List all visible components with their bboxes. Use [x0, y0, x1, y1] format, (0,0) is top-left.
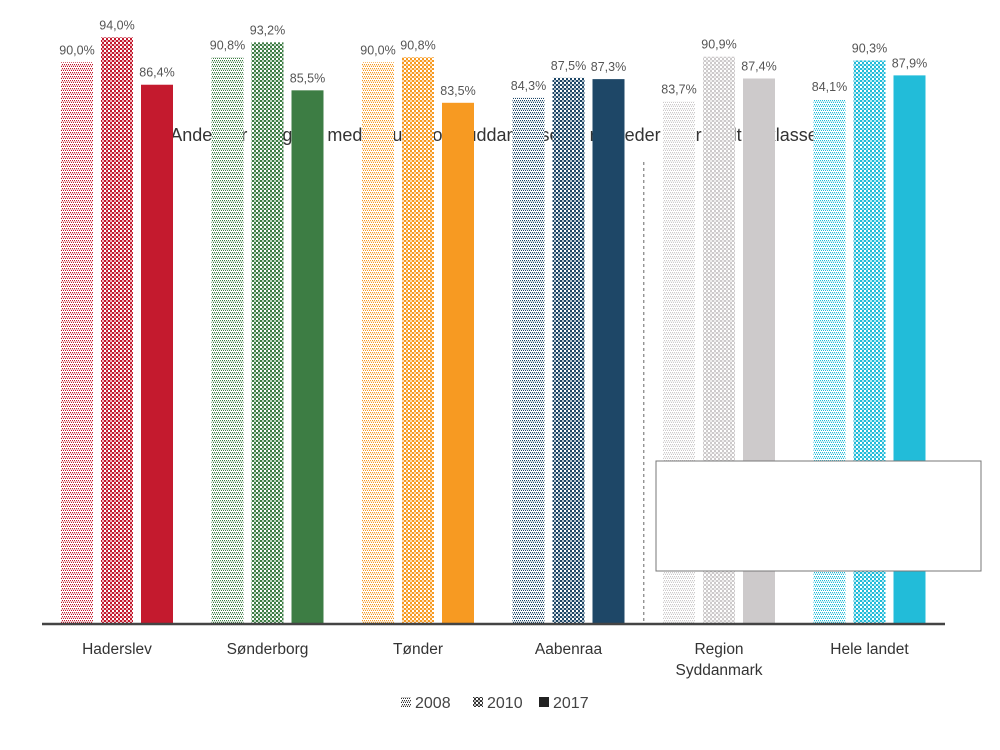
value-label-2008-0: 90,0%	[59, 43, 94, 57]
category-label-3: Aabenraa	[535, 641, 603, 658]
overlay-box	[655, 460, 982, 572]
category-label-1: Sønderborg	[227, 641, 309, 658]
value-label-2008-5: 84,1%	[812, 80, 847, 94]
value-label-2017-5: 87,9%	[892, 56, 927, 70]
bar-2008-3	[512, 97, 545, 624]
value-label-2010-1: 93,2%	[250, 23, 285, 37]
value-label-2010-4: 90,9%	[701, 38, 736, 52]
legend: 2008 2010 2017	[401, 695, 589, 712]
value-labels-group: 90,0% 94,0% 86,4% 90,8% 93,2% 85,5% 90,0% 90,8%…	[59, 18, 927, 97]
value-label-2008-4: 83,7%	[661, 83, 696, 97]
legend-label-2008: 2008	[415, 695, 451, 712]
value-label-2008-3: 84,3%	[511, 79, 546, 93]
category-label-4: Region	[694, 641, 743, 658]
bar-2017-0	[141, 84, 173, 623]
legend-swatch-2010	[473, 697, 483, 707]
legend-swatch-2017	[539, 697, 549, 707]
category-labels-group: Haderslev Sønderborg Tønder Aabenraa Region S…	[82, 641, 909, 679]
category-label-2: Tønder	[393, 641, 443, 658]
legend-swatch-2008	[401, 697, 411, 707]
bar-2010-1	[251, 42, 284, 623]
value-label-2017-1: 85,5%	[290, 71, 325, 85]
value-label-2010-5: 90,3%	[852, 41, 887, 55]
value-label-2017-4: 87,4%	[741, 59, 776, 73]
value-label-2008-2: 90,0%	[360, 43, 395, 57]
bar-2008-2	[362, 62, 394, 624]
bars-group	[61, 37, 926, 624]
bar-2008-1	[211, 57, 244, 624]
bar-2010-2	[402, 57, 434, 624]
bar-2017-2	[442, 102, 474, 624]
value-label-2010-3: 87,5%	[551, 59, 586, 73]
bar-2017-1	[291, 90, 324, 623]
category-label-5: Hele landet	[830, 641, 909, 658]
value-label-2017-3: 87,3%	[591, 60, 626, 74]
category-label-4-line1: Syddanmark	[675, 662, 762, 679]
value-label-2010-2: 90,8%	[400, 38, 435, 52]
bar-2010-3	[552, 77, 585, 623]
legend-label-2010: 2010	[487, 695, 523, 712]
value-label-2017-2: 83,5%	[440, 84, 475, 98]
bar-2010-0	[101, 37, 133, 623]
chart-title: Andel der er i gang med en ungdomsuddann…	[170, 125, 817, 145]
bar-2017-3	[592, 79, 625, 624]
value-label-2010-0: 94,0%	[99, 18, 134, 32]
legend-label-2017: 2017	[553, 695, 589, 712]
value-label-2008-1: 90,8%	[210, 38, 245, 52]
bar-2008-0	[61, 62, 93, 624]
category-label-0: Haderslev	[82, 641, 152, 658]
value-label-2017-0: 86,4%	[139, 66, 174, 80]
